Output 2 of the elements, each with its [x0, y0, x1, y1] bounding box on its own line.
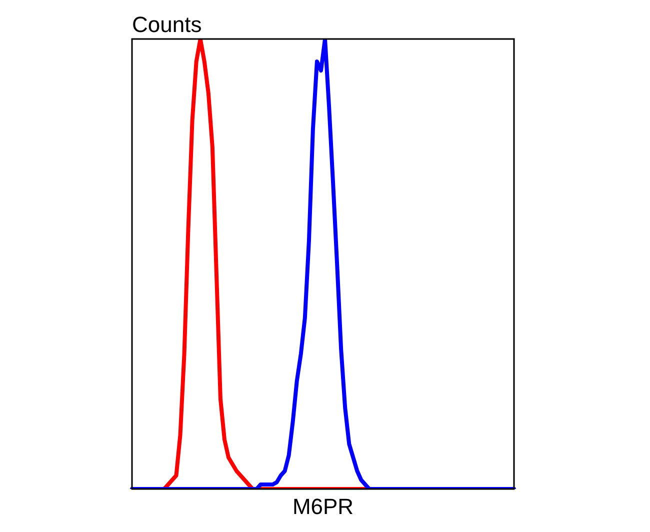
x-axis-title: M6PR — [292, 494, 354, 520]
y-axis-title: Counts — [132, 12, 202, 38]
